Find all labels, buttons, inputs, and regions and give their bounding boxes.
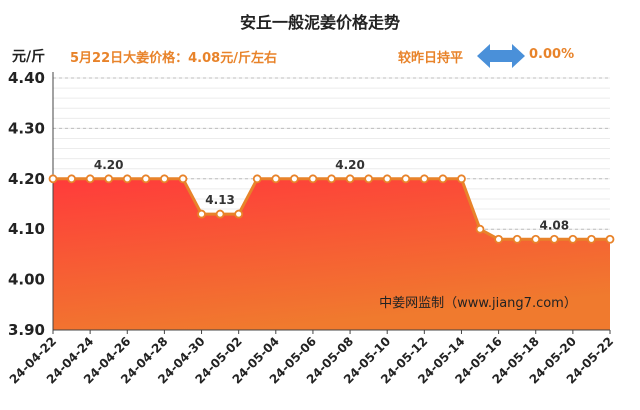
- data-point: [549, 234, 559, 244]
- watermark: 中姜网监制（www.jiang7.com）: [379, 296, 577, 311]
- double-arrow-icon: [477, 44, 525, 68]
- data-point: [345, 174, 355, 184]
- y-tick-label: 4.10: [8, 220, 45, 238]
- data-point: [605, 234, 615, 244]
- data-point: [197, 209, 206, 219]
- data-label: 4.20: [94, 158, 124, 172]
- data-point: [104, 174, 114, 184]
- data-point: [512, 234, 522, 244]
- y-tick-label: 4.20: [8, 170, 45, 188]
- data-point: [568, 234, 578, 244]
- data-point: [531, 234, 541, 244]
- data-point: [122, 174, 132, 184]
- data-point: [438, 174, 448, 184]
- data-point: [141, 174, 151, 184]
- data-point: [234, 209, 244, 219]
- y-tick-label: 4.30: [8, 119, 45, 137]
- chart-title: 安丘一般泥姜价格走势: [239, 13, 400, 32]
- data-point: [327, 174, 336, 184]
- data-point: [457, 174, 466, 184]
- data-point: [494, 234, 504, 244]
- y-axis-unit: 元/斤: [12, 49, 46, 65]
- data-point: [271, 174, 281, 184]
- data-point: [85, 174, 95, 184]
- data-point: [67, 174, 76, 184]
- data-label: 4.13: [205, 193, 235, 207]
- data-label: 4.20: [335, 158, 365, 172]
- y-tick-label: 4.00: [8, 271, 45, 289]
- compare-label: 较昨日持平: [398, 51, 464, 66]
- data-point: [308, 174, 318, 184]
- data-point: [215, 209, 225, 219]
- data-point: [419, 174, 429, 184]
- price-area: [53, 178, 610, 330]
- data-point: [475, 224, 485, 234]
- data-point: [48, 174, 58, 184]
- change-value: 0.00%: [529, 47, 575, 62]
- data-point: [364, 174, 374, 184]
- data-point: [382, 174, 392, 184]
- price-note: 5月22日大姜价格：4.08元/斤左右: [70, 51, 277, 66]
- data-point: [252, 174, 262, 184]
- data-point: [401, 174, 411, 184]
- y-tick-label: 3.90: [8, 321, 45, 339]
- y-tick-label: 4.40: [8, 69, 45, 87]
- data-point: [178, 174, 188, 184]
- data-point: [159, 174, 169, 184]
- data-point: [587, 234, 596, 244]
- data-point: [289, 174, 299, 184]
- data-label: 4.08: [539, 218, 569, 232]
